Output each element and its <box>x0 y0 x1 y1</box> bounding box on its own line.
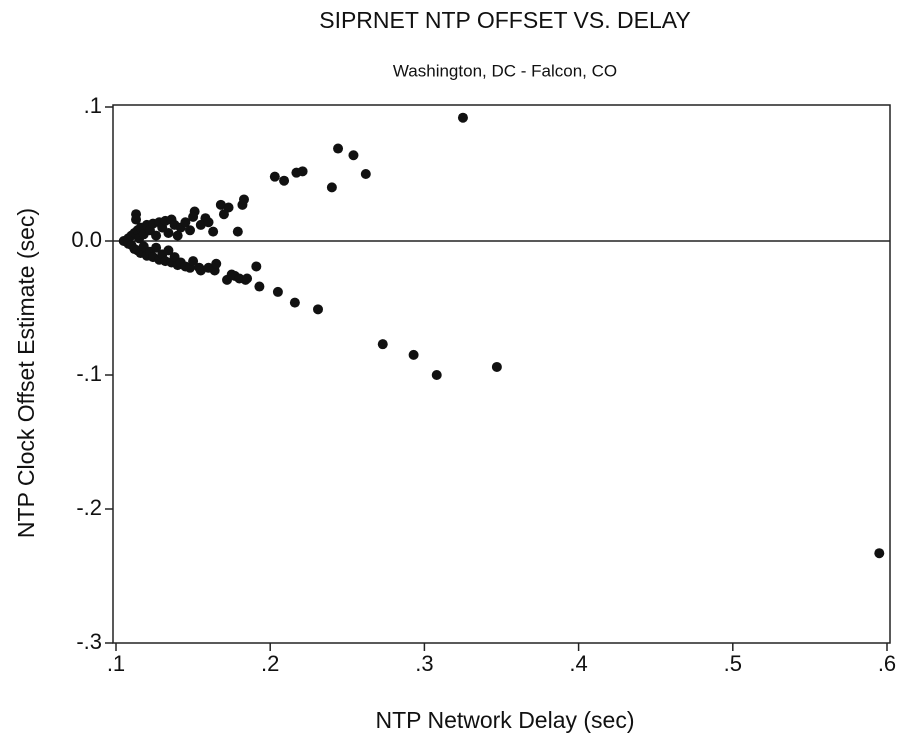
data-point <box>272 286 283 297</box>
data-point <box>172 230 183 241</box>
x-tick-label: .2 <box>261 651 279 676</box>
data-point <box>348 150 359 161</box>
chart-subtitle: Washington, DC - Falcon, CO <box>393 61 617 80</box>
data-point <box>242 273 253 284</box>
data-point <box>195 265 206 276</box>
data-point <box>251 261 262 272</box>
data-point <box>431 370 442 380</box>
y-tick-label: 0.0 <box>71 227 102 252</box>
x-tick-label: .5 <box>724 651 742 676</box>
y-tick-label: -.2 <box>76 495 102 520</box>
data-point <box>491 361 502 372</box>
data-point <box>163 227 174 238</box>
data-point <box>457 112 468 123</box>
data-point <box>185 225 196 236</box>
data-point <box>195 219 206 230</box>
y-axis-title: NTP Clock Offset Estimate (sec) <box>13 208 39 538</box>
y-tick-label: -.1 <box>76 361 102 386</box>
y-tick-label: -.3 <box>76 629 102 654</box>
data-point <box>269 171 280 182</box>
data-point <box>326 182 337 193</box>
data-point <box>208 226 219 237</box>
data-point <box>151 242 162 253</box>
data-point <box>180 217 191 228</box>
x-tick-label: .6 <box>878 651 896 676</box>
chart-title: SIPRNET NTP OFFSET VS. DELAY <box>319 7 691 33</box>
data-point <box>232 226 243 237</box>
data-point <box>131 214 142 225</box>
data-point <box>289 297 300 308</box>
x-tick-label: .4 <box>569 651 587 676</box>
data-point <box>163 245 174 256</box>
data-point <box>211 258 222 269</box>
data-point <box>188 211 199 222</box>
data-point <box>297 166 308 177</box>
x-axis-title: NTP Network Delay (sec) <box>375 707 634 733</box>
data-point <box>218 209 229 220</box>
data-point <box>226 269 237 280</box>
x-tick-label: .1 <box>107 651 125 676</box>
x-tick-label: .3 <box>415 651 433 676</box>
data-point <box>333 143 344 154</box>
y-tick-label: .1 <box>84 93 102 118</box>
data-point <box>203 217 214 228</box>
data-point <box>874 548 885 559</box>
data-point <box>188 256 199 267</box>
data-point <box>151 230 162 241</box>
data-point <box>377 339 388 350</box>
data-point <box>215 199 226 210</box>
data-point <box>203 262 214 273</box>
data-point <box>279 175 290 186</box>
data-point <box>238 194 249 205</box>
data-point <box>313 304 324 315</box>
data-point <box>408 349 419 360</box>
plot-frame <box>112 104 891 644</box>
data-point <box>360 169 371 179</box>
data-point <box>254 281 265 292</box>
data-point <box>234 273 245 284</box>
